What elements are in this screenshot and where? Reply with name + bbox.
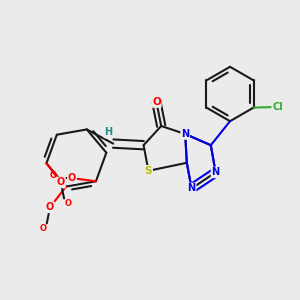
- Text: O: O: [65, 199, 72, 208]
- Text: O: O: [57, 178, 65, 188]
- Text: O: O: [152, 97, 161, 107]
- Text: O: O: [40, 224, 47, 233]
- Text: H: H: [104, 128, 112, 137]
- Text: Cl: Cl: [272, 102, 283, 112]
- Text: O: O: [46, 202, 54, 212]
- Text: S: S: [145, 166, 152, 176]
- Text: N: N: [181, 129, 189, 139]
- Text: N: N: [212, 167, 220, 177]
- Text: O: O: [49, 171, 56, 180]
- Text: O: O: [68, 173, 76, 183]
- Text: N: N: [188, 183, 196, 194]
